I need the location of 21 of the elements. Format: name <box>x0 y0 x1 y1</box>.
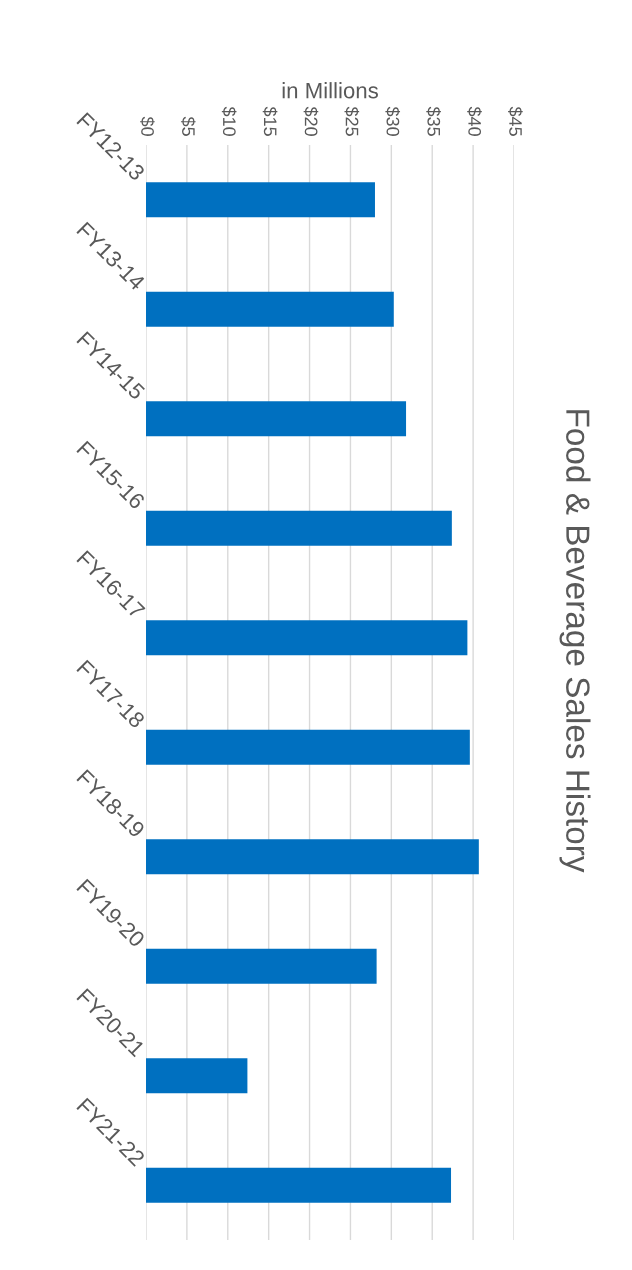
bar <box>146 620 468 656</box>
bar <box>146 510 452 546</box>
bar <box>146 401 407 437</box>
bar <box>146 1058 248 1094</box>
x-tick-label: $45 <box>508 106 523 136</box>
x-axis-title: in Millions <box>282 82 378 99</box>
x-tick-label: $20 <box>303 106 319 136</box>
x-tick-label: $25 <box>344 106 360 136</box>
bar <box>146 182 375 218</box>
bar <box>146 291 394 327</box>
text: Food & Beverage Sales History <box>559 410 591 873</box>
x-tick-label: $15 <box>262 106 278 136</box>
bar <box>146 948 377 984</box>
x-tick-label: $5 <box>180 116 196 136</box>
x-tick-label: $35 <box>426 106 441 136</box>
x-tick-label: $10 <box>221 106 237 136</box>
bar <box>146 1167 452 1203</box>
bar <box>146 729 470 765</box>
x-tick-label: $40 <box>467 106 482 136</box>
bar <box>146 839 479 875</box>
x-tick-label: $30 <box>385 106 401 136</box>
